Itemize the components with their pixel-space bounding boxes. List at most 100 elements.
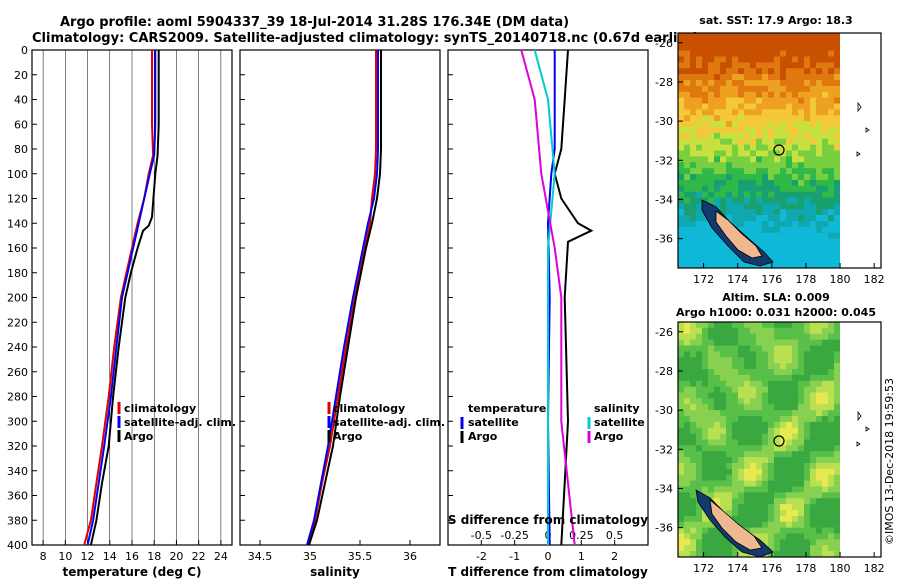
heatmap-cell xyxy=(828,480,835,487)
heatmap-cell xyxy=(744,226,751,234)
heatmap-cell xyxy=(720,91,727,98)
heatmap-cell xyxy=(822,221,829,228)
heatmap-cell xyxy=(702,44,709,51)
heatmap-cell xyxy=(786,85,793,93)
heatmap-cell xyxy=(822,226,829,234)
heatmap-cell xyxy=(780,363,787,370)
heatmap-cell xyxy=(744,333,751,340)
heatmap-cell xyxy=(786,457,793,464)
heatmap-cell xyxy=(708,168,715,175)
heatmap-cell xyxy=(822,498,829,505)
heatmap-cell xyxy=(720,480,727,487)
heatmap-cell xyxy=(768,392,775,399)
heatmap-cell xyxy=(804,515,811,523)
heatmap-cell xyxy=(690,322,697,329)
heatmap-cell xyxy=(720,162,727,169)
x-tick-label: 24 xyxy=(214,550,228,563)
heatmap-cell xyxy=(810,433,817,440)
heatmap-cell xyxy=(780,433,787,440)
heatmap-cell xyxy=(738,457,745,464)
heatmap-cell xyxy=(756,127,763,134)
depth-tick-labels: 0204060801001201401601802002202402602803… xyxy=(7,44,453,552)
heatmap-cell xyxy=(726,127,733,134)
heatmap-cell xyxy=(720,74,727,81)
heatmap-cell xyxy=(708,374,715,382)
heatmap-cell xyxy=(720,115,727,122)
lat-tick-label: -34 xyxy=(655,193,673,206)
heatmap-cell xyxy=(798,132,805,140)
heatmap-cell xyxy=(678,221,685,228)
heatmap-cell xyxy=(744,421,751,429)
series-line-s-argo xyxy=(520,49,576,546)
heatmap-cell xyxy=(690,238,697,245)
heatmap-cell xyxy=(750,392,757,399)
sst-no-data-strip xyxy=(840,33,881,268)
heatmap-cell xyxy=(816,474,823,481)
heatmap-cell xyxy=(750,510,757,517)
heatmap-cell xyxy=(756,138,763,145)
depth-tick-label: 380 xyxy=(7,514,28,527)
heatmap-cell xyxy=(720,357,727,364)
heatmap-cell xyxy=(822,527,829,534)
heatmap-cell xyxy=(828,351,835,358)
heatmap-cell xyxy=(810,127,817,134)
heatmap-cell xyxy=(834,445,841,452)
heatmap-cell xyxy=(798,410,805,417)
heatmap-cell xyxy=(804,156,811,163)
heatmap-cell xyxy=(732,127,739,134)
heatmap-cell xyxy=(684,185,691,192)
heatmap-cell xyxy=(738,162,745,169)
heatmap-cell xyxy=(744,91,751,98)
heatmap-cell xyxy=(744,386,751,393)
heatmap-cell xyxy=(762,156,769,163)
heatmap-cell xyxy=(828,404,835,411)
heatmap-cell xyxy=(738,97,745,104)
heatmap-cell xyxy=(732,156,739,163)
heatmap-cell xyxy=(798,527,805,534)
heatmap-cell xyxy=(702,369,709,376)
heatmap-cell xyxy=(714,416,721,423)
heatmap-cell xyxy=(828,221,835,228)
heatmap-cell xyxy=(732,445,739,452)
heatmap-cell xyxy=(744,551,751,558)
heatmap-cell xyxy=(768,533,775,540)
heatmap-cell xyxy=(732,144,739,151)
depth-tick-label: 200 xyxy=(7,292,28,305)
depth-tick-label: 240 xyxy=(7,341,28,354)
heatmap-cell xyxy=(798,539,805,546)
sst-map-frame xyxy=(677,32,882,269)
heatmap-cell xyxy=(810,156,817,163)
heatmap-cell xyxy=(714,121,721,128)
heatmap-cell xyxy=(822,539,829,546)
heatmap-cell xyxy=(678,179,685,187)
heatmap-cell xyxy=(690,215,697,222)
heatmap-cell xyxy=(828,551,835,558)
heatmap-cell xyxy=(834,357,841,364)
heatmap-cell xyxy=(744,345,751,352)
heatmap-cell xyxy=(798,91,805,98)
heatmap-cell xyxy=(744,392,751,399)
heatmap-cell xyxy=(804,62,811,69)
heatmap-cell xyxy=(678,539,685,546)
heatmap-cell xyxy=(816,398,823,405)
heatmap-cell xyxy=(708,410,715,417)
heatmap-cell xyxy=(696,510,703,517)
heatmap-cell xyxy=(816,515,823,523)
heatmap-cell xyxy=(678,62,685,69)
heatmap-cell xyxy=(822,416,829,423)
heatmap-cell xyxy=(834,398,841,405)
heatmap-cell xyxy=(780,127,787,134)
heatmap-cell xyxy=(768,322,775,329)
heatmap-cell xyxy=(780,551,787,558)
heatmap-cell xyxy=(798,162,805,169)
heatmap-cell xyxy=(798,226,805,234)
heatmap-cell xyxy=(762,244,769,251)
heatmap-cell xyxy=(690,498,697,505)
heatmap-cell xyxy=(750,327,757,335)
heatmap-cell xyxy=(750,121,757,128)
heatmap-cell xyxy=(804,191,811,198)
heatmap-cell xyxy=(774,463,781,470)
s-legend-satellite-label: satellite-adj. clim. xyxy=(333,416,445,429)
heatmap-cell xyxy=(792,80,799,87)
depth-tick-label: 220 xyxy=(7,316,28,329)
